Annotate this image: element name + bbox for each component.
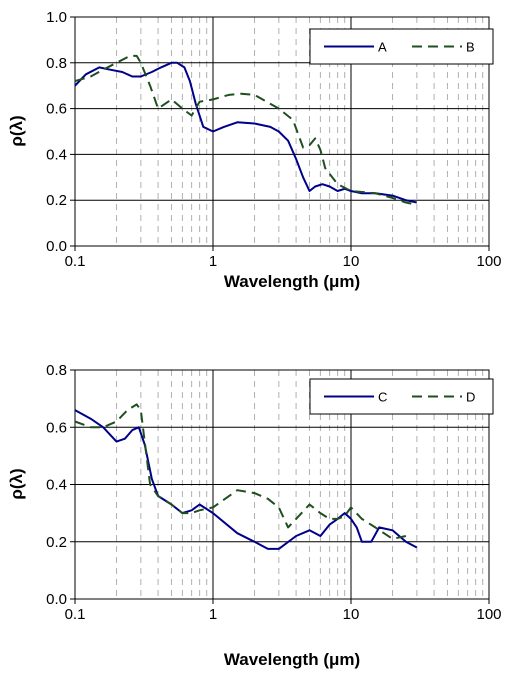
- y-tick-label: 1.0: [46, 9, 67, 26]
- legend-label-A: A: [378, 40, 387, 55]
- y-tick-label: 0.0: [46, 238, 67, 255]
- y-tick-label: 0.8: [46, 55, 67, 72]
- chart-panel-1: 0.1 1 10 100 0.0 0.2 0.4 0.6 0.8 1.0 Wavelength (μ…: [7, 9, 502, 291]
- x-tick-label: 1: [209, 253, 217, 270]
- x-tick-label: 10: [343, 253, 360, 270]
- x-tick-label: 1: [209, 606, 217, 623]
- y-axis-label: ρ(λ): [7, 115, 26, 146]
- x-tick-label: 10: [343, 606, 360, 623]
- series-line-A: [74, 61, 418, 204]
- y-tick-label: 0.0: [46, 591, 67, 608]
- series-line-D: [74, 403, 407, 540]
- y-tick-label: 0.2: [46, 534, 67, 551]
- y-tick-label: 0.6: [46, 419, 67, 436]
- series-line-B: [74, 54, 418, 206]
- y-tick-label: 0.2: [46, 192, 67, 209]
- plot-frame: [74, 16, 490, 247]
- chart-panel-2: 0.1 1 10 100 0.0 0.2 0.4 0.6 0.8 Wavelength (μm) ρ…: [7, 362, 502, 669]
- series-line-C: [74, 409, 418, 550]
- y-tick-label: 0.4: [46, 146, 67, 163]
- y-tick-label: 0.8: [46, 362, 67, 379]
- x-tick-label: 100: [476, 606, 501, 623]
- x-tick-label: 0.1: [65, 606, 86, 623]
- legend-label-D: D: [466, 390, 475, 405]
- y-axis-label: ρ(λ): [7, 468, 26, 499]
- y-tick-label: 0.6: [46, 101, 67, 118]
- x-tick-label: 100: [476, 253, 501, 270]
- x-axis-label: Wavelength (μm): [224, 272, 360, 291]
- legend-label-B: B: [466, 40, 475, 55]
- x-tick-label: 0.1: [65, 253, 86, 270]
- y-tick-label: 0.4: [46, 477, 67, 494]
- x-axis-label: Wavelength (μm): [224, 650, 360, 669]
- legend-label-C: C: [378, 390, 387, 405]
